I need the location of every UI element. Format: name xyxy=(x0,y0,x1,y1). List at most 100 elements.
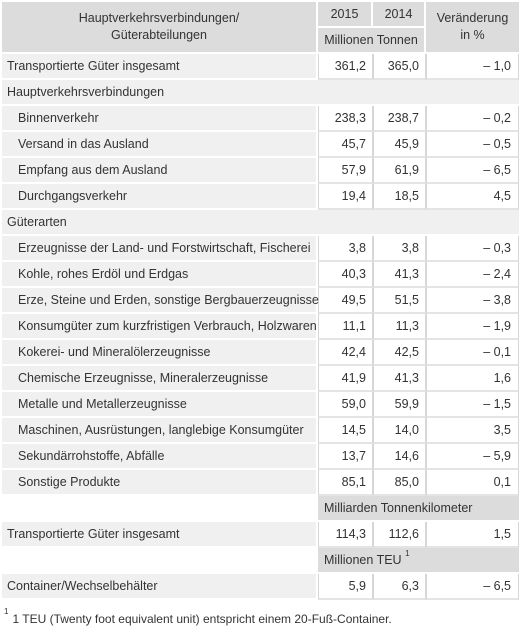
row-label: Binnenverkehr xyxy=(2,106,318,132)
value-2014: 45,9 xyxy=(373,132,426,158)
row-label: Kohle, rohes Erdöl und Erdgas xyxy=(2,262,318,288)
value-2014: 6,3 xyxy=(373,574,426,600)
unit-row-spacer xyxy=(2,548,318,574)
row-label: Chemische Erzeugnisse, Mineralerzeugniss… xyxy=(2,366,318,392)
value-2015: 57,9 xyxy=(318,158,373,184)
unit-row-spacer xyxy=(2,496,318,522)
value-2015: 40,3 xyxy=(318,262,373,288)
value-change: 3,5 xyxy=(426,418,519,444)
unit-label-teu-text: Millionen TEU xyxy=(324,553,402,567)
value-2014: 365,0 xyxy=(373,54,426,80)
value-change: – 1,0 xyxy=(426,54,519,80)
value-2015: 49,5 xyxy=(318,288,373,314)
table-row-total-tonnes: Transportierte Güter insgesamt 361,2 365… xyxy=(2,54,519,80)
value-2014: 18,5 xyxy=(373,184,426,210)
value-2014: 51,5 xyxy=(373,288,426,314)
unit-row-tkm: Milliarden Tonnenkilometer xyxy=(2,496,519,522)
value-2014: 112,6 xyxy=(373,522,426,548)
value-change: 1,6 xyxy=(426,366,519,392)
row-label: Transportierte Güter insgesamt xyxy=(2,522,318,548)
table-row: Sekundärrohstoffe, Abfälle 13,7 14,6 – 5… xyxy=(2,444,519,470)
section-title-goods: Güterarten xyxy=(2,210,519,236)
value-2015: 3,8 xyxy=(318,236,373,262)
row-label: Transportierte Güter insgesamt xyxy=(2,54,318,80)
value-2015: 45,7 xyxy=(318,132,373,158)
header-year-2014: 2014 xyxy=(373,2,426,28)
row-label: Erze, Steine und Erden, sonstige Bergbau… xyxy=(2,288,319,314)
row-label: Erzeugnisse der Land- und Forstwirtschaf… xyxy=(2,236,318,262)
value-2014: 42,5 xyxy=(373,340,426,366)
value-2015: 41,9 xyxy=(318,366,373,392)
unit-row-teu: Millionen TEU 1 xyxy=(2,548,519,574)
value-change: 4,5 xyxy=(426,184,519,210)
value-change: 0,1 xyxy=(426,470,519,496)
header-year-2015: 2015 xyxy=(318,2,373,28)
row-label: Kokerei- und Mineralölerzeugnisse xyxy=(2,340,318,366)
value-2015: 19,4 xyxy=(318,184,373,210)
header-unit-tonnes: Millionen Tonnen xyxy=(318,28,426,54)
value-2014: 59,9 xyxy=(373,392,426,418)
statistics-table-container: Hauptverkehrsverbindungen/ Güterabteilun… xyxy=(2,2,519,600)
value-change: – 6,5 xyxy=(426,574,519,600)
header-category: Hauptverkehrsverbindungen/ Güterabteilun… xyxy=(2,2,318,54)
table-row: Erzeugnisse der Land- und Forstwirtschaf… xyxy=(2,236,519,262)
value-2014: 61,9 xyxy=(373,158,426,184)
value-2015: 14,5 xyxy=(318,418,373,444)
value-2014: 14,0 xyxy=(373,418,426,444)
section-title-connections: Hauptverkehrsverbindungen xyxy=(2,80,519,106)
footnote-marker: 1 xyxy=(405,548,410,558)
header-category-line2: Güterabteilungen xyxy=(111,28,207,42)
table-row-total-tkm: Transportierte Güter insgesamt 114,3 112… xyxy=(2,522,519,548)
table-row: Sonstige Produkte 85,1 85,0 0,1 xyxy=(2,470,519,496)
value-change: – 0,2 xyxy=(426,106,519,132)
value-change: – 1,5 xyxy=(426,392,519,418)
value-2015: 114,3 xyxy=(318,522,373,548)
table-row: Versand in das Ausland 45,7 45,9 – 0,5 xyxy=(2,132,519,158)
table-row: Empfang aus dem Ausland 57,9 61,9 – 6,5 xyxy=(2,158,519,184)
table-row: Erze, Steine und Erden, sonstige Bergbau… xyxy=(2,288,519,314)
value-2015: 59,0 xyxy=(318,392,373,418)
row-label: Empfang aus dem Ausland xyxy=(2,158,318,184)
row-label: Sekundärrohstoffe, Abfälle xyxy=(2,444,318,470)
value-2015: 11,1 xyxy=(318,314,373,340)
value-2014: 3,8 xyxy=(373,236,426,262)
table-row: Chemische Erzeugnisse, Mineralerzeugniss… xyxy=(2,366,519,392)
section-row-connections: Hauptverkehrsverbindungen xyxy=(2,80,519,106)
table-row: Durchgangsverkehr 19,4 18,5 4,5 xyxy=(2,184,519,210)
table-row: Binnenverkehr 238,3 238,7 – 0,2 xyxy=(2,106,519,132)
value-2015: 42,4 xyxy=(318,340,373,366)
value-2014: 11,3 xyxy=(373,314,426,340)
freight-statistics-table: Hauptverkehrsverbindungen/ Güterabteilun… xyxy=(2,2,519,600)
table-row-container: Container/Wechselbehälter 5,9 6,3 – 6,5 xyxy=(2,574,519,600)
value-change: – 3,8 xyxy=(426,288,519,314)
table-row: Metalle und Metallerzeugnisse 59,0 59,9 … xyxy=(2,392,519,418)
value-2014: 238,7 xyxy=(373,106,426,132)
value-2015: 238,3 xyxy=(318,106,373,132)
value-2014: 14,6 xyxy=(373,444,426,470)
table-row: Kohle, rohes Erdöl und Erdgas 40,3 41,3 … xyxy=(2,262,519,288)
value-2014: 85,0 xyxy=(373,470,426,496)
header-change-line2: in % xyxy=(460,28,485,42)
value-change: 1,5 xyxy=(426,522,519,548)
value-2015: 5,9 xyxy=(318,574,373,600)
value-change: – 0,5 xyxy=(426,132,519,158)
table-row: Maschinen, Ausrüstungen, langlebige Kons… xyxy=(2,418,519,444)
table-row: Kokerei- und Mineralölerzeugnisse 42,4 4… xyxy=(2,340,519,366)
value-2015: 85,1 xyxy=(318,470,373,496)
value-change: – 0,3 xyxy=(426,236,519,262)
section-row-goods: Güterarten xyxy=(2,210,519,236)
header-category-line1: Hauptverkehrsverbindungen/ xyxy=(78,11,240,25)
value-2014: 41,3 xyxy=(373,366,426,392)
value-change: – 6,5 xyxy=(426,158,519,184)
value-change: – 1,9 xyxy=(426,314,519,340)
value-2015: 13,7 xyxy=(318,444,373,470)
row-label: Konsumgüter zum kurzfristigen Verbrauch,… xyxy=(2,314,318,340)
row-label: Metalle und Metallerzeugnisse xyxy=(2,392,318,418)
unit-label-tkm: Milliarden Tonnenkilometer xyxy=(318,496,519,522)
value-change: – 5,9 xyxy=(426,444,519,470)
row-label: Versand in das Ausland xyxy=(2,132,318,158)
row-label: Sonstige Produkte xyxy=(2,470,318,496)
value-change: – 0,1 xyxy=(426,340,519,366)
table-row: Konsumgüter zum kurzfristigen Verbrauch,… xyxy=(2,314,519,340)
row-label: Container/Wechselbehälter xyxy=(2,574,318,600)
